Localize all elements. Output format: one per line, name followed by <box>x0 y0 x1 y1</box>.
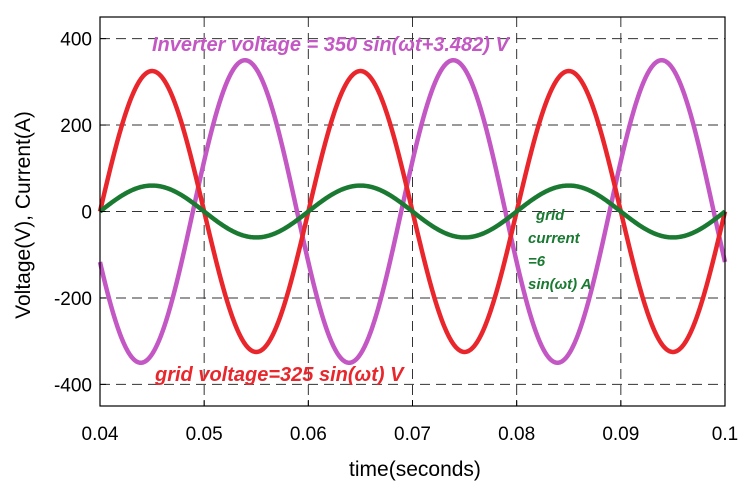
annotations-layer: Inverter voltage = 350 sin(ωt+3.482) V gr… <box>152 34 592 386</box>
annotation-grid-voltage: grid voltage=325 sin(ωt) V <box>154 364 405 386</box>
x-tick-label: 0.1 <box>712 424 738 445</box>
y-tick-label: 0 <box>81 203 92 224</box>
annotation-inverter-voltage: Inverter voltage = 350 sin(ωt+3.482) V <box>152 34 511 56</box>
y-axis-title: Voltage(V), Current(A) <box>12 111 35 319</box>
y-tick-label: -200 <box>54 289 92 310</box>
annotation-grid-current-line: =6 <box>528 253 546 270</box>
x-tick-label: 0.04 <box>82 424 119 445</box>
annotation-grid-current-line: current <box>528 230 581 247</box>
y-tick-label: -400 <box>54 375 92 396</box>
x-tick-label: 0.05 <box>186 424 223 445</box>
x-tick-label: 0.09 <box>602 424 639 445</box>
y-tick-label: 400 <box>60 30 92 51</box>
x-tick-label: 0.08 <box>498 424 535 445</box>
y-tick-label: 200 <box>60 116 92 137</box>
ticks-layer: 0.04 0.05 0.06 0.07 0.08 0.09 0.1 400 200 0 -200 -4… <box>54 30 738 445</box>
x-axis-title: time(seconds) <box>349 458 481 481</box>
annotation-grid-current-line: sin(ωt) A <box>528 276 592 293</box>
series-line-grid-current <box>98 183 727 240</box>
annotation-grid-current-line: grid <box>535 207 565 224</box>
x-tick-label: 0.06 <box>290 424 327 445</box>
series-layer <box>97 57 728 366</box>
series-line-inverter-voltage <box>97 57 728 366</box>
x-tick-label: 0.07 <box>394 424 431 445</box>
